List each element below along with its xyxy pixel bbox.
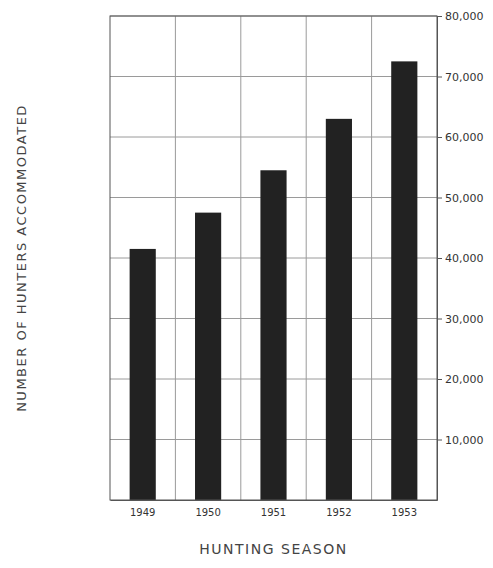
x-tick: 1953 xyxy=(392,500,417,518)
y-tick: 30,000 xyxy=(437,313,484,326)
grid-line-vertical xyxy=(240,16,241,500)
grid xyxy=(110,16,437,500)
grid-line-vertical xyxy=(371,16,372,500)
x-tick-label: 1953 xyxy=(392,507,417,518)
x-tick: 1952 xyxy=(326,500,351,518)
grid-line-vertical xyxy=(175,16,176,500)
grid-line-vertical xyxy=(306,16,307,500)
y-tick-mark xyxy=(437,137,442,138)
y-tick: 70,000 xyxy=(437,71,484,84)
y-axis-title: NUMBER OF HUNTERS ACCOMMODATED xyxy=(14,104,29,412)
x-tick: 1950 xyxy=(195,500,220,518)
grid-line xyxy=(110,137,437,138)
x-tick-label: 1950 xyxy=(195,507,220,518)
y-tick-label: 20,000 xyxy=(445,373,484,386)
x-axis: 1949 1950 1951 1952 1953 xyxy=(111,500,438,518)
y-tick: 80,000 xyxy=(437,10,484,23)
plot: 10,000 20,000 30,000 40,000 50,000 60,000 70,0… xyxy=(110,10,484,518)
y-tick: 40,000 xyxy=(437,252,484,265)
x-tick-label: 1951 xyxy=(261,507,286,518)
x-axis-line xyxy=(111,500,438,501)
bar xyxy=(260,170,286,500)
x-tick: 1949 xyxy=(130,500,155,518)
y-tick-label: 60,000 xyxy=(445,131,484,144)
y-tick-label: 80,000 xyxy=(445,10,484,23)
y-tick-mark xyxy=(437,16,442,17)
y-tick-label: 40,000 xyxy=(445,252,484,265)
y-tick-label: 30,000 xyxy=(445,313,484,326)
bar xyxy=(326,119,352,500)
y-tick-label: 50,000 xyxy=(445,192,484,205)
y-tick-mark xyxy=(437,258,442,259)
y-tick: 10,000 xyxy=(437,434,484,447)
chart: 10,000 20,000 30,000 40,000 50,000 60,000 70,0… xyxy=(0,0,493,568)
bars xyxy=(130,61,418,500)
x-axis-title: HUNTING SEASON xyxy=(199,541,347,557)
y-tick-mark xyxy=(437,198,442,199)
y-tick: 60,000 xyxy=(437,131,484,144)
y-axis: 10,000 20,000 30,000 40,000 50,000 60,000 70,0… xyxy=(437,10,484,500)
x-tick-label: 1949 xyxy=(130,507,155,518)
y-tick-label: 10,000 xyxy=(445,434,484,447)
y-tick: 20,000 xyxy=(437,373,484,386)
y-tick: 50,000 xyxy=(437,192,484,205)
y-tick-mark xyxy=(437,379,442,380)
y-tick-mark xyxy=(437,77,442,78)
bar xyxy=(195,213,221,500)
x-tick: 1951 xyxy=(261,500,286,518)
grid-line xyxy=(110,76,437,77)
frame xyxy=(110,16,437,500)
bar xyxy=(391,61,417,500)
y-tick-mark xyxy=(437,440,442,441)
bar xyxy=(130,249,156,500)
x-tick-label: 1952 xyxy=(326,507,351,518)
y-tick-mark xyxy=(437,319,442,320)
y-tick-label: 70,000 xyxy=(445,71,484,84)
